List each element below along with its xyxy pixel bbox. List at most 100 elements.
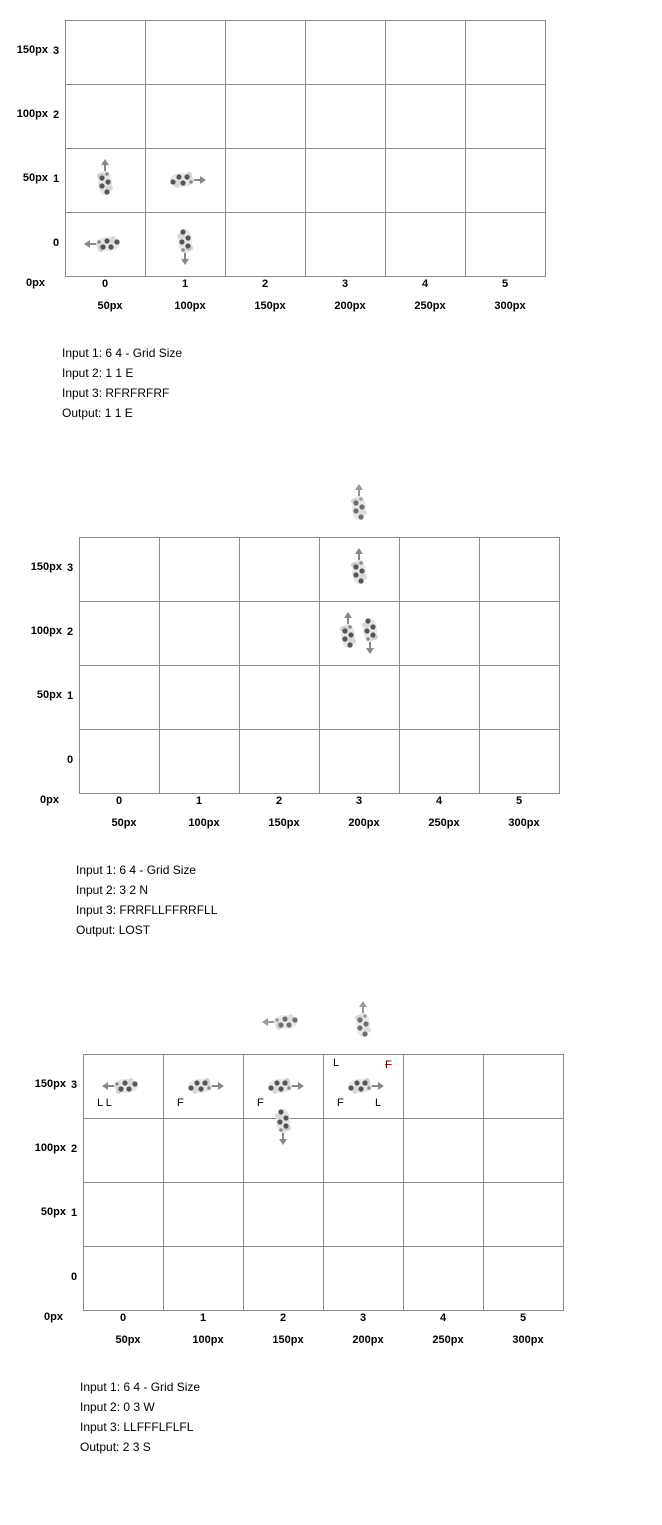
- grid-cell: [164, 1119, 244, 1183]
- grid-3: [83, 1054, 564, 1311]
- grid-cell: [404, 1183, 484, 1247]
- grid-cell: [480, 730, 560, 794]
- grid-cell: [466, 213, 546, 277]
- x-axis-px-label: 150px: [254, 300, 286, 312]
- origin-label: 0px: [26, 277, 45, 289]
- grid-cell: [80, 730, 160, 794]
- y-axis-index: 1: [53, 173, 60, 185]
- grid-cell: [404, 1247, 484, 1311]
- y-axis-index: 3: [71, 1079, 78, 1091]
- grid-cell: [84, 1183, 164, 1247]
- x-axis-index: 4: [435, 795, 443, 807]
- x-axis-index: 2: [279, 1312, 287, 1324]
- x-axis-px-label: 150px: [272, 1334, 304, 1346]
- grid-cell: [324, 1055, 404, 1119]
- grid-cell: [324, 1183, 404, 1247]
- grid-cell: [484, 1055, 564, 1119]
- x-axis-px-label: 50px: [111, 817, 137, 829]
- rover-icon: [326, 611, 370, 655]
- grid-cell: [84, 1119, 164, 1183]
- y-axis-index: 3: [53, 45, 60, 57]
- command-label: F: [385, 1059, 392, 1071]
- x-axis-px-label: 300px: [494, 300, 526, 312]
- grid-cell: [386, 85, 466, 149]
- grid-2: [79, 537, 560, 794]
- y-axis-index: 2: [67, 626, 74, 638]
- input-3: Input 3: FRRFLLFFRRFLL: [76, 903, 218, 917]
- grid-cell: [386, 213, 466, 277]
- command-label: F: [337, 1097, 344, 1109]
- rover-icon: [83, 158, 127, 202]
- input-3: Input 3: LLFFFLFLFL: [80, 1420, 194, 1434]
- command-label: L: [375, 1097, 382, 1109]
- grid-cell: [226, 85, 306, 149]
- grid-cell: [146, 85, 226, 149]
- grid-cell: [480, 666, 560, 730]
- input-2: Input 2: 0 3 W: [80, 1400, 155, 1414]
- grid-cell: [320, 602, 400, 666]
- y-axis-px-label: 50px: [22, 172, 48, 184]
- grid-cell: [164, 1055, 244, 1119]
- grid-cell: [306, 213, 386, 277]
- grid-cell: [386, 149, 466, 213]
- input-2: Input 2: 3 2 N: [76, 883, 149, 897]
- y-axis-index: 0: [71, 1271, 78, 1283]
- x-axis-index: 0: [119, 1312, 127, 1324]
- grid-cell: [400, 538, 480, 602]
- y-axis-px-label: 50px: [40, 1206, 66, 1218]
- grid-cell: [306, 85, 386, 149]
- grid-cell: [84, 1247, 164, 1311]
- grid-cell: [226, 213, 306, 277]
- grid-cell: [80, 602, 160, 666]
- grid-cell: [466, 85, 546, 149]
- command-label: F: [177, 1097, 184, 1109]
- panel-1-inputs: Input 1: 6 4 - Grid Size Input 2: 1 1 E …: [62, 343, 182, 423]
- grid-cell: [160, 602, 240, 666]
- rover-icon: [261, 1064, 305, 1108]
- x-axis-px-label: 250px: [428, 817, 460, 829]
- x-axis-index: 5: [501, 278, 509, 290]
- grid-cell: [160, 666, 240, 730]
- rover-icon: [261, 1000, 305, 1044]
- grid-cell: [480, 538, 560, 602]
- rover-icon: [341, 1064, 385, 1108]
- grid-cell: [164, 1247, 244, 1311]
- x-axis-index: 5: [519, 1312, 527, 1324]
- y-axis-px-label: 150px: [30, 561, 62, 573]
- y-axis-px-label: 100px: [30, 625, 62, 637]
- output: Output: LOST: [76, 923, 151, 937]
- grid-1: [65, 20, 546, 277]
- grid-cell: [306, 21, 386, 85]
- grid-cell: [80, 538, 160, 602]
- grid-cell: [80, 666, 160, 730]
- input-1: Input 1: 6 4 - Grid Size: [80, 1380, 201, 1394]
- grid-cell: [400, 666, 480, 730]
- rover-icon: [341, 1000, 385, 1044]
- x-axis-index: 5: [515, 795, 523, 807]
- input-1: Input 1: 6 4 - Grid Size: [76, 863, 197, 877]
- rover-icon: [261, 1102, 305, 1146]
- panel-3-inputs: Input 1: 6 4 - Grid Size Input 2: 0 3 W …: [80, 1377, 200, 1457]
- x-axis-index: 2: [261, 278, 269, 290]
- grid-cell: [386, 21, 466, 85]
- y-axis-px-label: 150px: [16, 44, 48, 56]
- x-axis-index: 3: [359, 1312, 367, 1324]
- x-axis-index: 4: [439, 1312, 447, 1324]
- grid-cell: [146, 21, 226, 85]
- grid-cell: [146, 213, 226, 277]
- x-axis-px-label: 50px: [97, 300, 123, 312]
- grid-cell: [484, 1183, 564, 1247]
- input-3: Input 3: RFRFRFRF: [62, 386, 170, 400]
- rover-icon: [83, 222, 127, 266]
- y-axis-px-label: 100px: [16, 108, 48, 120]
- grid-cell: [66, 85, 146, 149]
- grid-cell: [66, 213, 146, 277]
- grid-cell: [320, 730, 400, 794]
- input-1: Input 1: 6 4 - Grid Size: [62, 346, 183, 360]
- x-axis-index: 3: [341, 278, 349, 290]
- rover-icon: [163, 158, 207, 202]
- x-axis-index: 2: [275, 795, 283, 807]
- grid-cell: [404, 1119, 484, 1183]
- rover-icon: [337, 483, 381, 527]
- grid-cell: [324, 1119, 404, 1183]
